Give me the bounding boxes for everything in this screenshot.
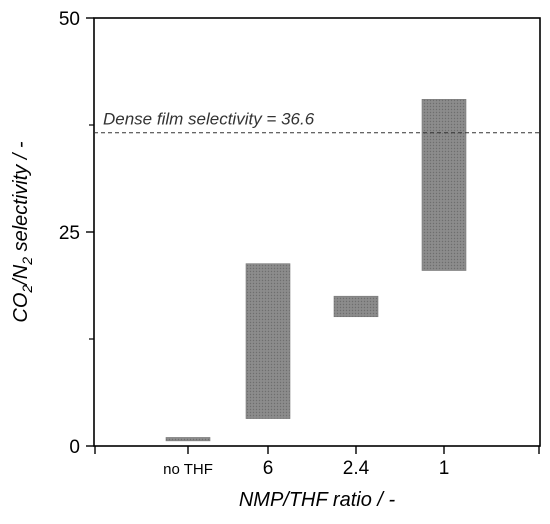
x-tick-label: 1: [439, 458, 450, 479]
x-axis-title: NMP/THF ratio / -: [239, 489, 396, 511]
y-tick-label: 0: [69, 437, 80, 458]
bar-no-thf: [165, 437, 211, 442]
y-axis-title-post: selectivity / -: [10, 141, 32, 257]
x-tick-label: 2.4: [343, 458, 370, 479]
y-axis-title: CO2/N2 selectivity / -: [10, 141, 35, 323]
y-axis-ticks: 0 25 50: [59, 9, 94, 458]
y-axis-title-pre: CO: [10, 293, 32, 323]
plot-frame: [93, 17, 541, 447]
x-axis-ticks: no THF 6 2.4 1: [94, 446, 540, 479]
bar-6: [245, 263, 291, 419]
y-axis-title-sub2: 2: [19, 257, 35, 266]
bar-1: [421, 99, 467, 271]
reference-line-label: Dense film selectivity = 36.6: [103, 110, 315, 129]
x-tick-label: no THF: [163, 461, 213, 478]
x-tick-label: 6: [263, 458, 274, 479]
bars: [165, 99, 467, 442]
y-axis-title-mid: /N: [10, 264, 32, 287]
y-tick-label: 25: [59, 223, 80, 244]
y-axis-title-sub1: 2: [19, 285, 35, 294]
bar-2.4: [333, 295, 379, 318]
y-tick-label: 50: [59, 9, 80, 30]
